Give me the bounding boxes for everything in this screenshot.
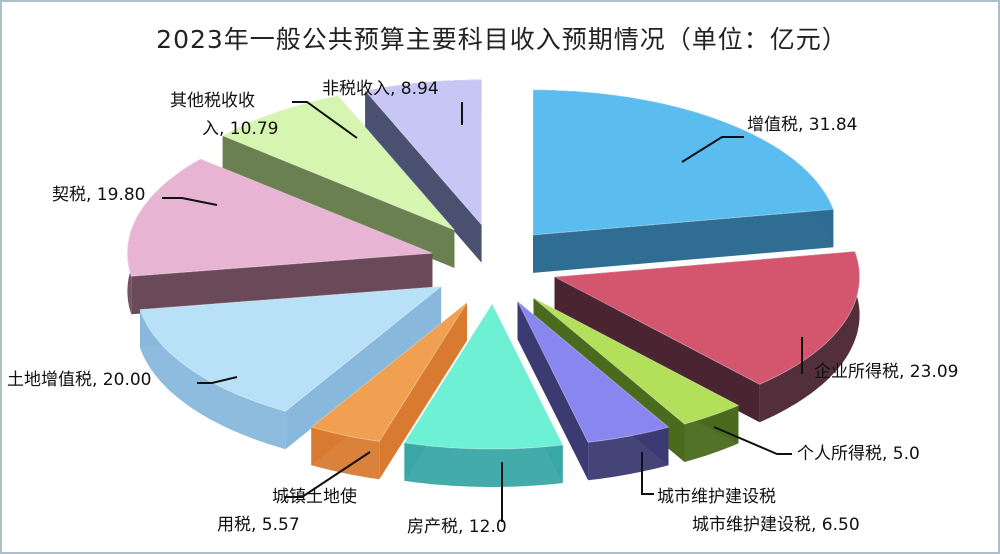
slice-top [533, 297, 740, 425]
data-label: 土地增值税, 20.00 [7, 370, 151, 390]
slice-top [552, 250, 861, 385]
slice-outer-wall [684, 405, 739, 462]
leader-line [162, 197, 218, 206]
slice-outer-wall [404, 442, 563, 487]
slice-side-wall [554, 276, 760, 423]
data-label: 非税收入, 8.94 [322, 79, 439, 99]
slice-top [517, 300, 670, 443]
data-label: 房产税, 12.0 [407, 517, 507, 537]
slice-outer-wall [588, 427, 669, 481]
pie-slice-7 [139, 285, 443, 450]
leader-line [285, 451, 371, 498]
leader-line [292, 101, 358, 139]
data-label: 城镇土地使 [272, 486, 357, 507]
leader-line [713, 426, 792, 455]
data-label: 个人所得税, 5.0 [797, 444, 920, 464]
data-label: 入, 10.79 [202, 119, 278, 139]
slice-side-wall [533, 209, 834, 273]
slice-outer-wall [759, 251, 860, 423]
slice-top [221, 95, 455, 231]
leader-line [197, 376, 238, 384]
leader-line [641, 452, 654, 495]
pie-slice-2 [552, 250, 861, 423]
data-label: 契税, 19.80 [52, 185, 145, 205]
slice-outer-wall [311, 427, 380, 480]
slice-top [310, 302, 468, 442]
slice-side-wall [222, 135, 455, 268]
data-label: 增值税, 31.84 [747, 115, 857, 135]
slice-outer-wall [140, 309, 286, 450]
data-label: 城市维护建设税 [657, 487, 776, 507]
pie-slice-4 [517, 300, 670, 481]
slice-side-wall [365, 90, 482, 263]
chart-title: 2023年一般公共预算主要科目收入预期情况（单位：亿元） [156, 25, 848, 54]
pie-slice-6 [310, 302, 468, 480]
pie-slice-5 [403, 302, 564, 487]
slice-top [126, 158, 433, 277]
pie-slice-9 [221, 95, 455, 268]
slice-top [403, 302, 564, 450]
slice-side-wall [517, 301, 589, 481]
leader-line [681, 136, 744, 163]
data-label: 其他税收收 [170, 91, 255, 111]
slice-top [364, 79, 483, 227]
slice-top [139, 285, 443, 412]
slice-side-wall [131, 253, 433, 315]
pie-slice-10 [364, 79, 483, 263]
data-label: 企业所得税, 23.09 [814, 362, 958, 382]
data-label: 城市维护建设税, 6.50 [692, 515, 860, 535]
data-label: 用税, 5.57 [217, 515, 300, 535]
